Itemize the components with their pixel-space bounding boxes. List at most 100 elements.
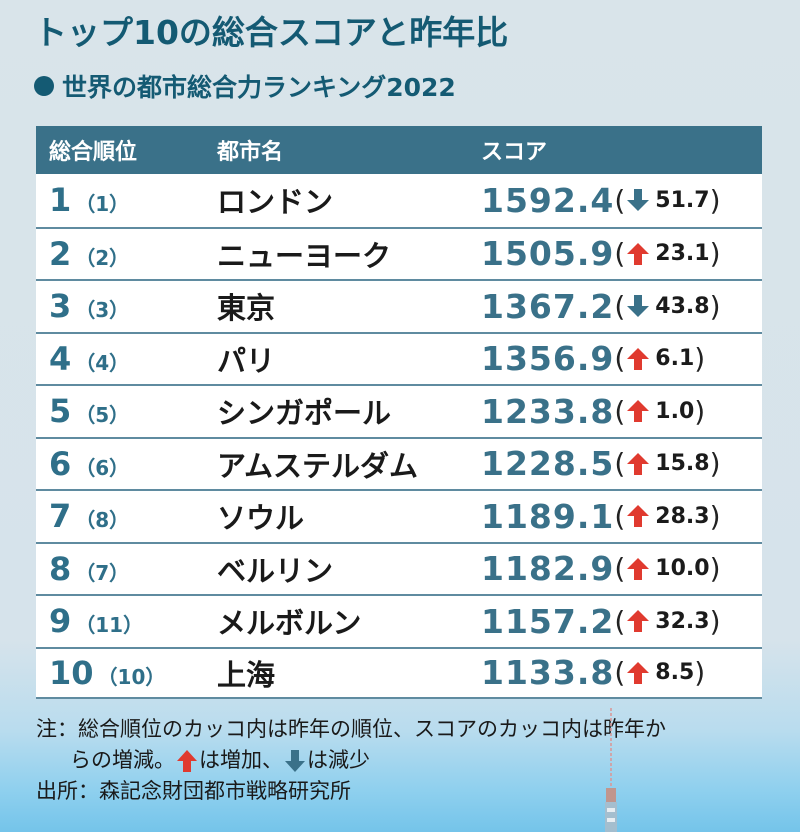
paren-close: )	[694, 394, 706, 428]
up-arrow-icon	[627, 610, 650, 633]
score-change: 8.5	[655, 660, 695, 686]
paren-open: (	[614, 394, 626, 428]
header-city: 都市名	[217, 140, 284, 165]
rank-cell: 2 （2）	[36, 235, 206, 273]
previous-rank: （10）	[97, 664, 166, 689]
table-row: 8 （7） ベルリン 1182.9(10.0)	[36, 541, 762, 595]
table-header: 総合順位 都市名 スコア	[36, 126, 762, 174]
rank-cell: 1 （1）	[36, 181, 206, 219]
paren-close: )	[709, 183, 721, 217]
score-change: 23.1	[655, 241, 710, 267]
city-cell: メルボルン	[206, 600, 476, 642]
paren-close: )	[694, 342, 706, 376]
paren-close: )	[709, 499, 721, 533]
score-value: 1367.2	[481, 286, 615, 326]
city-cell: パリ	[206, 338, 476, 380]
score-value: 1356.9	[481, 339, 615, 379]
chart-title: トップ10の総合スコアと昨年比	[34, 13, 509, 52]
previous-rank: （11）	[75, 613, 144, 638]
score-change: 6.1	[655, 346, 695, 372]
note-text: は増加、	[199, 748, 283, 772]
note-line-1: 注：総合順位のカッコ内は昨年の順位、スコアのカッコ内は昨年か	[36, 717, 666, 741]
table-row: 7 （8） ソウル 1189.1(28.3)	[36, 489, 762, 542]
score-value: 1182.9	[481, 549, 615, 589]
paren-close: )	[694, 656, 706, 690]
city-name: メルボルン	[217, 606, 362, 641]
city-cell: シンガポール	[206, 390, 476, 432]
up-arrow-icon	[177, 749, 197, 772]
city-cell: ロンドン	[206, 179, 476, 221]
score-change: 15.8	[655, 451, 710, 477]
score-cell: 1182.9(10.0)	[476, 549, 762, 588]
rank: 8	[49, 549, 72, 588]
down-arrow-icon	[627, 295, 650, 318]
paren-open: (	[614, 552, 626, 586]
paren-open: (	[614, 237, 626, 271]
header-rank: 総合順位	[49, 140, 138, 165]
rank-cell: 7 （8）	[36, 497, 206, 535]
table-row: 1 （1） ロンドン 1592.4(51.7)	[36, 174, 762, 227]
score-value: 1189.1	[481, 496, 615, 536]
paren-open: (	[614, 604, 626, 638]
up-arrow-icon	[627, 661, 650, 684]
score-value: 1133.8	[481, 653, 615, 693]
score-change: 43.8	[655, 293, 710, 319]
score-cell: 1356.9(6.1)	[476, 339, 762, 378]
paren-close: )	[709, 289, 721, 323]
rank: 9	[49, 602, 72, 641]
city-cell: ベルリン	[206, 548, 476, 590]
up-arrow-icon	[627, 557, 650, 580]
city-name: シンガポール	[217, 396, 392, 431]
up-arrow-icon	[627, 452, 650, 475]
down-arrow-icon	[627, 189, 650, 212]
rank-cell: 5 （5）	[36, 392, 206, 430]
note-text: らの増減。	[70, 748, 175, 772]
score-value: 1592.4	[481, 180, 615, 220]
rank-cell: 4 （4）	[36, 340, 206, 378]
paren-open: (	[614, 183, 626, 217]
table-row: 5 （5） シンガポール 1233.8(1.0)	[36, 384, 762, 437]
footnotes: 注：総合順位のカッコ内は昨年の順位、スコアのカッコ内は昨年か らの増減。 は増加…	[36, 714, 776, 807]
bullet-dot-icon	[34, 76, 54, 96]
city-name: ニューヨーク	[217, 238, 392, 273]
city-cell: ソウル	[206, 495, 476, 537]
score-value: 1157.2	[481, 601, 615, 641]
score-cell: 1505.9(23.1)	[476, 234, 762, 273]
city-cell: 東京	[206, 285, 476, 327]
city-name: 東京	[217, 291, 276, 326]
city-cell: 上海	[206, 652, 476, 694]
score-value: 1228.5	[481, 444, 615, 484]
source-line: 出所：森記念財団都市戦略研究所	[36, 779, 351, 803]
table-row: 10 （10） 上海 1133.8(8.5)	[36, 646, 762, 699]
up-arrow-icon	[627, 347, 650, 370]
up-arrow-icon	[627, 400, 650, 423]
header-score: スコア	[481, 140, 548, 165]
table-row: 2 （2） ニューヨーク 1505.9(23.1)	[36, 226, 762, 280]
paren-open: (	[614, 447, 626, 481]
city-name: ベルリン	[217, 553, 334, 588]
score-change: 1.0	[655, 398, 695, 424]
score-cell: 1133.8(8.5)	[476, 653, 762, 692]
city-name: アムステルダム	[217, 448, 418, 483]
score-value: 1233.8	[481, 391, 615, 431]
table-body: 1 （1） ロンドン 1592.4(51.7) 2 （2） ニューヨーク 1505.9(23.…	[36, 174, 762, 699]
score-cell: 1189.1(28.3)	[476, 497, 762, 536]
rank: 4	[49, 339, 72, 378]
previous-rank: （1）	[75, 192, 130, 217]
city-name: 上海	[217, 657, 276, 692]
chart-subtitle: 世界の都市総合力ランキング2022	[34, 68, 456, 104]
rank: 6	[49, 444, 72, 483]
paren-close: )	[709, 447, 721, 481]
paren-open: (	[614, 656, 626, 690]
score-cell: 1367.2(43.8)	[476, 287, 762, 326]
city-name: ロンドン	[217, 185, 334, 220]
paren-open: (	[614, 342, 626, 376]
paren-close: )	[709, 552, 721, 586]
score-cell: 1233.8(1.0)	[476, 392, 762, 431]
paren-close: )	[709, 604, 721, 638]
rank-cell: 6 （6）	[36, 445, 206, 483]
ranking-table: 総合順位 都市名 スコア 1 （1） ロンドン 1592.4(51.7) 2 （2） ニュー…	[36, 126, 762, 699]
down-arrow-icon	[285, 749, 305, 772]
score-change: 28.3	[655, 503, 710, 529]
score-cell: 1157.2(32.3)	[476, 602, 762, 641]
